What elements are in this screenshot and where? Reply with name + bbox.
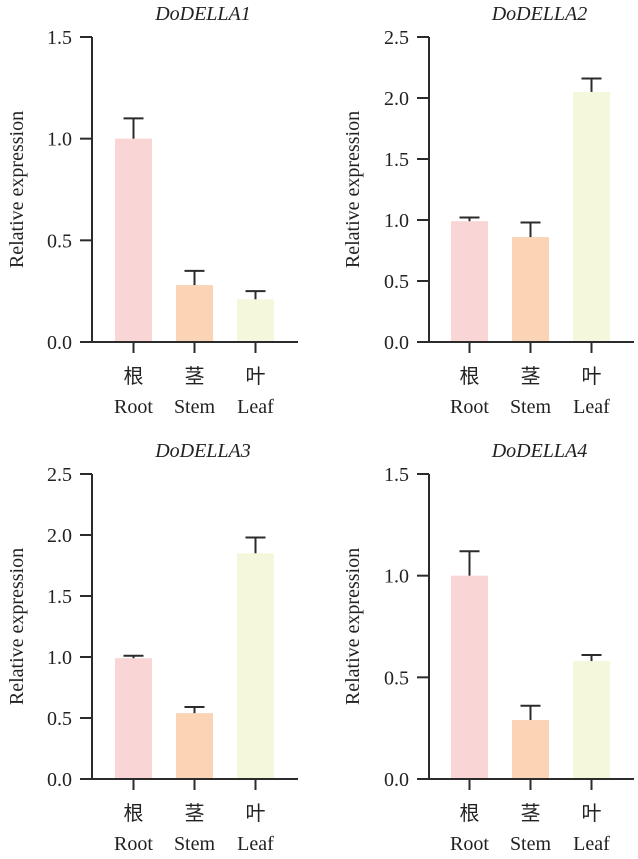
chart-panel-2: DoDELLA2 Relative expression 0.0 0.5 1.0 1.5 2…	[342, 3, 634, 418]
y-tick-label: 1.5	[384, 464, 409, 486]
x-tick-label-cn: 叶	[246, 364, 266, 388]
y-tick-label: 0.5	[384, 667, 409, 689]
y-tick-label: 0.5	[47, 230, 72, 252]
x-tick-label-en: Stem	[174, 396, 216, 418]
x-tick-label-en: Root	[114, 833, 153, 855]
y-axis-label: Relative expression	[342, 111, 364, 268]
chart-title: DoDELLA3	[154, 440, 251, 462]
y-tick-label: 2.0	[384, 88, 409, 110]
x-tick-label-cn: 茎	[521, 364, 541, 388]
x-tick-label-cn: 根	[460, 364, 480, 388]
y-tick-label: 0.0	[47, 332, 72, 354]
x-tick-label-cn: 茎	[185, 364, 205, 388]
x-tick-label-en: Root	[450, 833, 489, 855]
y-axis-label: Relative expression	[6, 111, 28, 268]
y-tick-label: 1.0	[47, 647, 72, 669]
bar-stem	[512, 237, 549, 342]
bar-root	[115, 658, 152, 779]
x-tick-label-cn: 叶	[246, 801, 266, 825]
y-tick-label: 1.5	[47, 586, 72, 608]
x-tick-label-en: Stem	[510, 396, 552, 418]
bar-stem	[512, 720, 549, 779]
y-tick-label: 0.0	[47, 769, 72, 791]
x-tick-label-cn: 叶	[582, 801, 602, 825]
x-tick-label-en: Leaf	[573, 396, 610, 418]
chart-title: DoDELLA4	[491, 440, 588, 462]
y-tick-label: 1.5	[384, 149, 409, 171]
x-tick-label-en: Root	[450, 396, 489, 418]
y-tick-label: 1.0	[384, 210, 409, 232]
x-tick-label-en: Stem	[510, 833, 552, 855]
y-tick-label: 0.0	[384, 769, 409, 791]
bar-leaf	[237, 553, 274, 779]
x-tick-label-cn: 根	[124, 364, 144, 388]
y-tick-label: 1.0	[384, 566, 409, 588]
y-tick-label: 2.0	[47, 525, 72, 547]
y-tick-label: 1.0	[47, 129, 72, 151]
chart-title: DoDELLA2	[491, 3, 588, 25]
bar-root	[115, 138, 152, 342]
chart-panel-1: DoDELLA1 Relative expression 0.0 0.5 1.0 1.5 根…	[6, 3, 298, 418]
x-tick-label-cn: 根	[124, 801, 144, 825]
x-tick-label-en: Leaf	[573, 833, 610, 855]
y-axis-label: Relative expression	[342, 548, 364, 705]
x-tick-label-en: Root	[114, 396, 153, 418]
bar-root	[451, 575, 488, 779]
bar-stem	[176, 285, 213, 342]
y-tick-label: 2.5	[384, 27, 409, 49]
bar-leaf	[237, 299, 274, 342]
bar-leaf	[573, 661, 610, 779]
x-tick-label-cn: 茎	[521, 801, 541, 825]
x-tick-label-en: Leaf	[237, 833, 274, 855]
x-tick-label-en: Stem	[174, 833, 216, 855]
x-tick-label-cn: 茎	[185, 801, 205, 825]
y-tick-label: 1.5	[47, 27, 72, 49]
bar-leaf	[573, 91, 610, 343]
x-tick-label-en: Leaf	[237, 396, 274, 418]
y-tick-label: 0.0	[384, 332, 409, 354]
y-tick-label: 2.5	[47, 464, 72, 486]
chart-panel-3: DoDELLA3 Relative expression 0.0 0.5 1.0 1.5 2…	[6, 440, 298, 855]
x-tick-label-cn: 叶	[582, 364, 602, 388]
y-axis-label: Relative expression	[6, 548, 28, 705]
chart-panel-4: DoDELLA4 Relative expression 0.0 0.5 1.0 1.5 根…	[342, 440, 634, 855]
y-tick-label: 0.5	[47, 708, 72, 730]
y-tick-label: 0.5	[384, 271, 409, 293]
bar-stem	[176, 713, 213, 779]
chart-title: DoDELLA1	[154, 3, 251, 25]
x-tick-label-cn: 根	[460, 801, 480, 825]
bar-root	[451, 221, 488, 342]
